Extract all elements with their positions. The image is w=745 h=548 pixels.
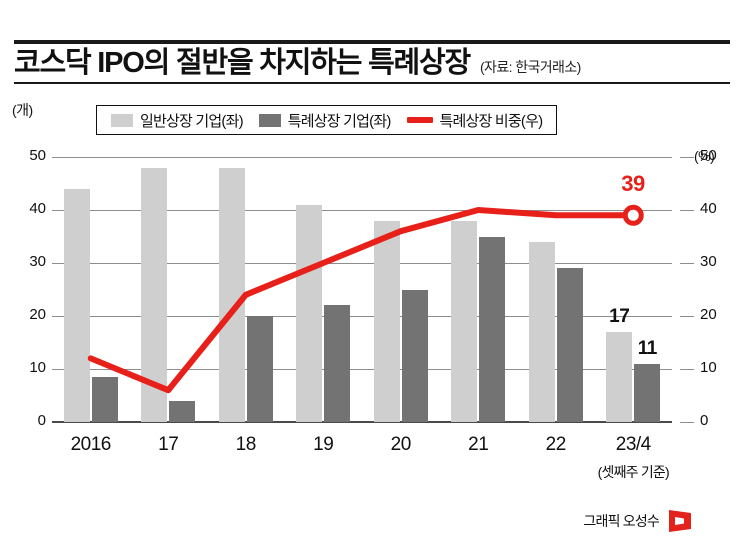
x-tick-label: 19	[313, 434, 334, 455]
bar-special-listing	[324, 305, 351, 422]
bar-general-listing	[296, 204, 323, 422]
y-tick-left: 0	[37, 412, 46, 429]
y-tick-left: 50	[29, 147, 46, 164]
y-tick-left: 20	[29, 306, 46, 323]
x-tick-label: 20	[390, 434, 412, 455]
legend-swatch-light	[111, 113, 133, 127]
bar-general-listing	[528, 241, 555, 422]
title-top-rule	[14, 40, 730, 44]
bar-series-layer	[52, 157, 672, 422]
gridline	[52, 263, 672, 264]
x-tick-label: 18	[235, 434, 257, 455]
y-tick-mark-right	[680, 369, 694, 370]
bar-special-listing	[556, 268, 583, 422]
bar-group	[373, 157, 428, 422]
y-tick-left: 30	[29, 253, 46, 270]
bar-group	[451, 157, 506, 422]
left-axis-unit: (개)	[12, 102, 33, 118]
x-tick-label: 2016	[70, 434, 112, 455]
bar-special-listing	[634, 363, 661, 422]
bar-special-listing	[401, 289, 428, 422]
bar-special-listing	[246, 316, 273, 422]
x-axis-note: (셋째주 기준)	[597, 464, 670, 480]
legend-item-special-share: 특례상장 비중(우)	[406, 110, 544, 131]
right-axis-unit: (%)	[694, 148, 715, 164]
bar-group	[296, 157, 351, 422]
line-endpoint-marker	[622, 204, 644, 226]
legend-line-red	[406, 117, 433, 123]
bar-value-label: 11	[637, 337, 658, 359]
y-tick-right: 0	[700, 412, 709, 429]
bar-general-listing	[606, 331, 633, 422]
chart-legend: 일반상장 기업(좌) 특례상장 기업(좌) 특례상장 비중(우)	[96, 105, 558, 135]
y-tick-right: 10	[700, 359, 717, 376]
bar-general-listing	[451, 220, 478, 422]
y-tick-right: 30	[700, 253, 717, 270]
line-value-label: 39	[621, 171, 645, 197]
title-bottom-rule	[14, 82, 730, 84]
bar-special-listing	[91, 376, 118, 422]
gridline	[52, 210, 672, 211]
bar-group	[606, 157, 661, 422]
line-special-listing-share	[87, 207, 637, 394]
x-tick-label: 22	[545, 434, 567, 455]
y-tick-left: 10	[29, 359, 46, 376]
bar-special-listing	[169, 400, 196, 422]
gridline	[52, 316, 672, 317]
axis-baseline	[52, 421, 672, 423]
bar-special-listing	[479, 236, 506, 422]
legend-item-special-listing: 특례상장 기업(좌)	[258, 110, 392, 131]
plot-area: 17 11 39	[52, 157, 672, 423]
y-tick-right: 40	[700, 200, 717, 217]
bar-general-listing	[63, 188, 90, 422]
legend-item-general-listing: 일반상장 기업(좌)	[111, 110, 244, 131]
bar-group	[218, 157, 273, 422]
bar-general-listing	[373, 220, 400, 422]
x-axis: 2016 17 18 19 20 21 22 23/4 (셋째주 기준)	[52, 426, 672, 486]
legend-label-special-share: 특례상장 비중(우)	[439, 112, 544, 130]
bar-group	[528, 157, 583, 422]
y-tick-mark-right	[680, 422, 694, 423]
legend-label-general-listing: 일반상장 기업(좌)	[140, 112, 244, 130]
y-tick-mark-right	[680, 157, 694, 158]
x-tick-label: 17	[158, 434, 179, 455]
source-note: (자료: 한국거래소)	[480, 59, 581, 75]
y-tick-right: 20	[700, 306, 717, 323]
gridline	[52, 157, 672, 158]
legend-swatch-dark	[258, 113, 281, 127]
page-title: 코스닥 IPO의 절반을 차지하는 특례상장	[14, 47, 471, 79]
bar-general-listing	[218, 167, 245, 422]
credit-block: 그래픽 오성수	[583, 508, 693, 534]
bar-value-label: 17	[609, 305, 630, 327]
bar-group	[63, 157, 118, 422]
publisher-logo-icon	[669, 510, 691, 532]
y-tick-mark-right	[680, 210, 694, 211]
x-tick-label: 21	[468, 434, 489, 455]
legend-label-special-listing: 특례상장 기업(좌)	[287, 112, 392, 130]
title-row: 코스닥 IPO의 절반을 차지하는 특례상장 (자료: 한국거래소)	[14, 46, 730, 80]
y-tick-right: 50	[700, 147, 717, 164]
y-tick-left: 40	[29, 200, 46, 217]
gridline	[52, 369, 672, 370]
y-tick-mark-right	[680, 316, 694, 317]
line-series-layer	[87, 204, 644, 394]
x-tick-label: 23/4	[615, 434, 651, 455]
credit-text: 그래픽 오성수	[583, 513, 659, 529]
y-tick-mark-right	[680, 263, 694, 264]
